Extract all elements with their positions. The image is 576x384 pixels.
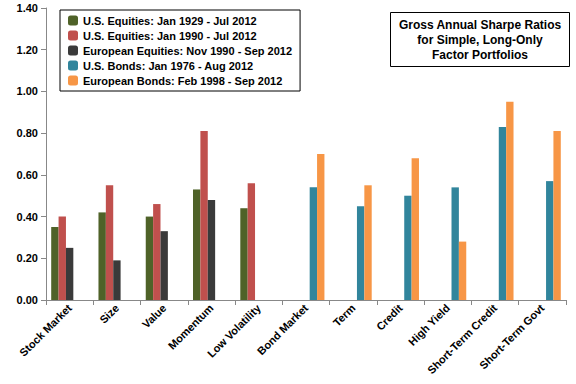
svg-text:1.20: 1.20 <box>17 44 38 56</box>
svg-text:for Simple, Long-Only: for Simple, Long-Only <box>417 33 543 47</box>
svg-text:Short-Term Credit: Short-Term Credit <box>425 301 500 377</box>
svg-text:Value: Value <box>140 302 169 331</box>
svg-text:High Yield: High Yield <box>406 302 452 348</box>
svg-text:Size: Size <box>97 302 121 326</box>
svg-text:Credit: Credit <box>374 302 405 333</box>
svg-text:U.S. Equities: Jan 1929 - Jul: U.S. Equities: Jan 1929 - Jul 2012 <box>83 15 257 27</box>
svg-text:1.00: 1.00 <box>17 85 38 97</box>
svg-text:U.S. Bonds: Jan 1976 - Aug 201: U.S. Bonds: Jan 1976 - Aug 2012 <box>83 60 253 72</box>
svg-text:Term: Term <box>331 302 358 329</box>
svg-text:0.20: 0.20 <box>17 252 38 264</box>
svg-text:Short-Term Govt: Short-Term Govt <box>477 302 547 372</box>
svg-text:0.80: 0.80 <box>17 127 38 139</box>
svg-text:Momentum: Momentum <box>166 302 216 352</box>
svg-text:Factor Portfolios: Factor Portfolios <box>432 48 528 62</box>
svg-text:Stock Market: Stock Market <box>17 302 74 359</box>
svg-text:0.40: 0.40 <box>17 211 38 223</box>
svg-text:Low Volatility: Low Volatility <box>205 301 264 360</box>
svg-text:0.00: 0.00 <box>17 294 38 306</box>
svg-text:Gross Annual Sharpe Ratios: Gross Annual Sharpe Ratios <box>399 18 562 32</box>
svg-text:Bond Market: Bond Market <box>255 302 311 358</box>
svg-text:1.40: 1.40 <box>17 2 38 14</box>
svg-text:0.60: 0.60 <box>17 169 38 181</box>
svg-text:European Bonds: Feb 1998 - Sep: European Bonds: Feb 1998 - Sep 2012 <box>83 75 282 87</box>
svg-text:U.S. Equities: Jan 1990 - Jul: U.S. Equities: Jan 1990 - Jul 2012 <box>83 30 257 42</box>
svg-text:European Equities: Nov 1990 -: European Equities: Nov 1990 - Sep 2012 <box>83 45 292 57</box>
